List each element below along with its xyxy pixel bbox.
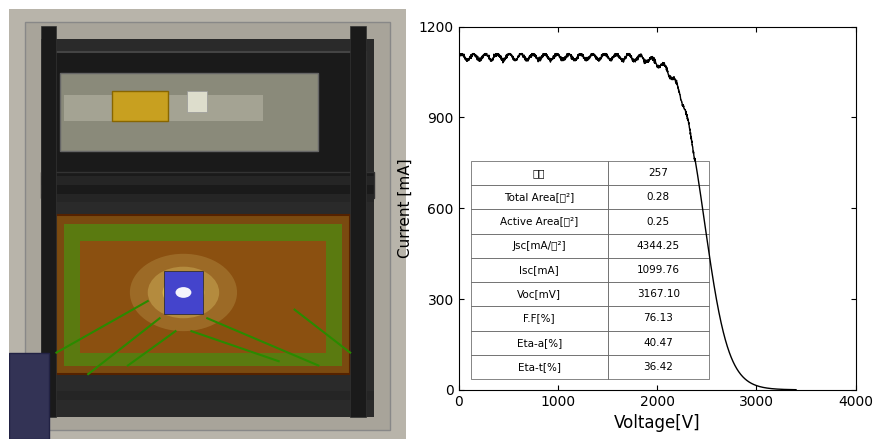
- Bar: [9, 353, 49, 439]
- Bar: [64, 95, 263, 120]
- Bar: [350, 26, 366, 417]
- Bar: [112, 90, 168, 120]
- Bar: [41, 39, 374, 417]
- Bar: [41, 194, 374, 202]
- Ellipse shape: [176, 287, 191, 298]
- Bar: [41, 391, 374, 400]
- Ellipse shape: [130, 254, 237, 331]
- Bar: [41, 198, 374, 396]
- Ellipse shape: [171, 284, 196, 301]
- Bar: [188, 90, 207, 112]
- Ellipse shape: [162, 277, 205, 307]
- Bar: [41, 26, 56, 417]
- Bar: [49, 52, 366, 181]
- Bar: [41, 172, 374, 198]
- Bar: [80, 241, 326, 353]
- Bar: [60, 73, 318, 151]
- Bar: [164, 271, 204, 314]
- Y-axis label: Current [mA]: Current [mA]: [398, 159, 413, 258]
- X-axis label: Voltage[V]: Voltage[V]: [614, 414, 700, 432]
- Bar: [56, 215, 350, 374]
- Ellipse shape: [148, 267, 220, 318]
- Bar: [41, 176, 374, 185]
- Bar: [64, 224, 342, 365]
